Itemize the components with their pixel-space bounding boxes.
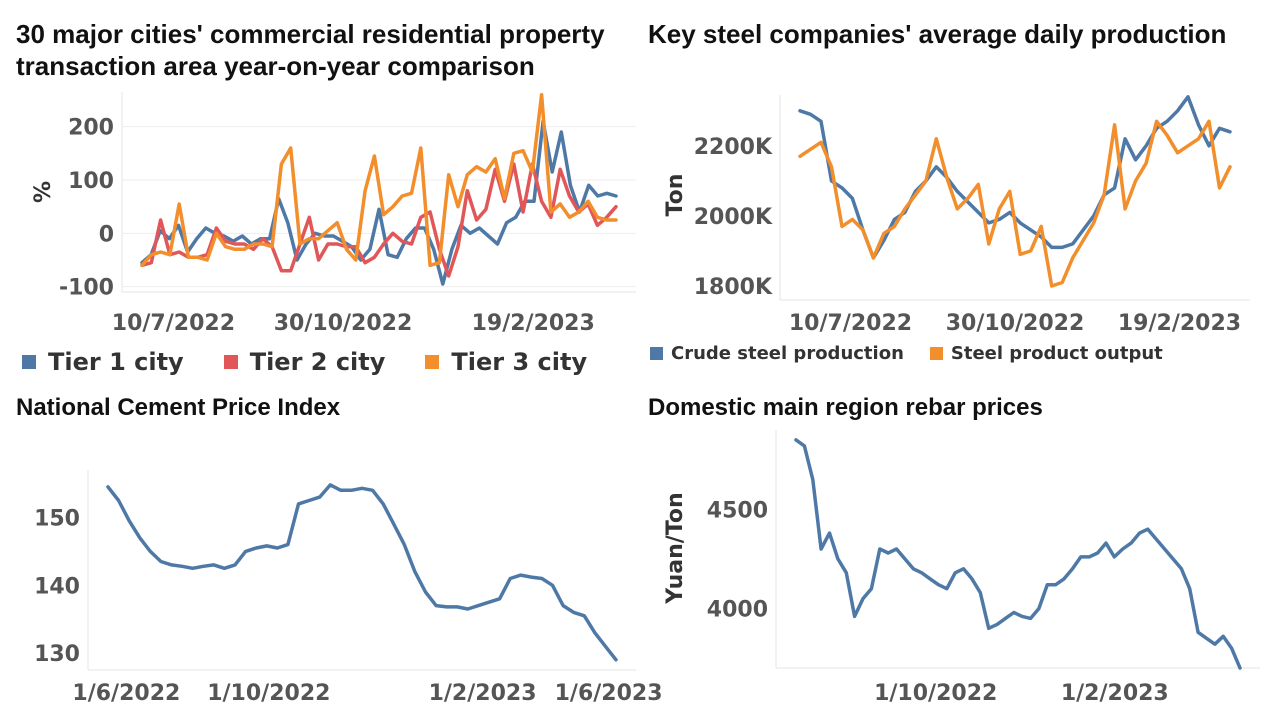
x-tick-label: 1/10/2022: [874, 681, 997, 706]
series-line-series-0: [106, 483, 618, 662]
legend-steel: Crude steel production Steel product outp…: [650, 343, 1189, 364]
chart-rebar: 4000 4500 Yuan/Ton 1/10/2022 1/2/2023: [663, 430, 1260, 706]
x-tick-label: 10/7/2022: [789, 311, 912, 336]
y-axis-label: Ton: [663, 174, 688, 217]
legend-label: Tier 2 city: [249, 348, 386, 376]
legend-label: Steel product output: [950, 343, 1163, 364]
legend-label: Tier 3 city: [451, 348, 588, 376]
series-line-series-0: [794, 438, 1242, 670]
y-axis-label: %: [31, 181, 56, 203]
series-line-steel-product-output: [798, 119, 1232, 288]
legend-item: Tier 2 city: [223, 348, 386, 376]
legend-item: Crude steel production: [650, 343, 904, 364]
chart-cement: 130 140 150 1/6/2022 1/10/2022 1/2/2023 1/6/20…: [34, 470, 663, 706]
chart-title-property: 30 major cities' commercial residential …: [16, 19, 605, 81]
y-tick-label: 2000K: [694, 205, 773, 230]
legend-label: Crude steel production: [671, 343, 904, 364]
legend-label: Tier 1 city: [48, 348, 184, 376]
chart-title-steel: Key steel companies' average daily produ…: [648, 19, 1227, 49]
y-tick-label: 2200K: [694, 135, 773, 160]
y-tick-label: 140: [34, 574, 80, 599]
y-tick-label: 4500: [707, 498, 768, 523]
legend-swatch: [425, 355, 440, 369]
x-tick-label: 10/7/2022: [112, 311, 235, 336]
y-tick-label: 1800K: [694, 275, 773, 300]
legend-swatch: [650, 347, 663, 360]
x-tick-label: 30/10/2022: [946, 311, 1085, 336]
y-tick-label: 150: [34, 506, 80, 531]
legend-swatch: [223, 355, 238, 369]
y-tick-label: 200: [68, 116, 114, 141]
x-tick-label: 19/2/2023: [1118, 311, 1241, 336]
legend-item: Tier 3 city: [425, 348, 587, 376]
chart-property: -100 0 100 200% 10/7/2022 30/10/2022 19/2/2023: [31, 92, 636, 336]
chart-title-rebar: Domestic main region rebar prices: [648, 394, 1043, 421]
x-tick-label: 1/10/2022: [207, 681, 330, 706]
y-tick-label: 130: [34, 642, 80, 667]
legend-swatch: [929, 347, 943, 360]
chart-panel-cement: National Cement Price Index 130 140 150 1/6…: [0, 360, 663, 720]
x-tick-label: 30/10/2022: [274, 311, 413, 336]
y-axis-label: Yuan/Ton: [663, 492, 688, 604]
y-tick-label: 4000: [707, 598, 768, 623]
x-tick-label: 1/6/2023: [555, 681, 663, 706]
series-line-tier-2-city: [140, 162, 618, 278]
chart-title-cement: National Cement Price Index: [16, 394, 341, 421]
chart-panel-steel: Key steel companies' average daily produ…: [640, 0, 1280, 364]
x-tick-label: 1/2/2023: [429, 681, 537, 706]
x-tick-label: 1/6/2022: [72, 681, 180, 706]
chart-panel-rebar: Domestic main region rebar prices 4000 45…: [640, 360, 1280, 720]
y-tick-label: 100: [68, 169, 114, 194]
chart-panel-property: 30 major cities' commercial residential …: [0, 0, 640, 376]
legend-item: Tier 1 city: [22, 348, 184, 376]
x-tick-label: 1/2/2023: [1061, 681, 1169, 706]
x-tick-label: 19/2/2023: [472, 311, 595, 336]
y-tick-label: -100: [59, 276, 114, 301]
series-line-tier-3-city: [140, 92, 618, 268]
y-tick-label: 0: [99, 222, 114, 247]
legend-property: Tier 1 city Tier 2 city Tier 3 city: [22, 348, 627, 376]
legend-item: Steel product output: [929, 343, 1163, 364]
legend-swatch: [22, 355, 36, 369]
